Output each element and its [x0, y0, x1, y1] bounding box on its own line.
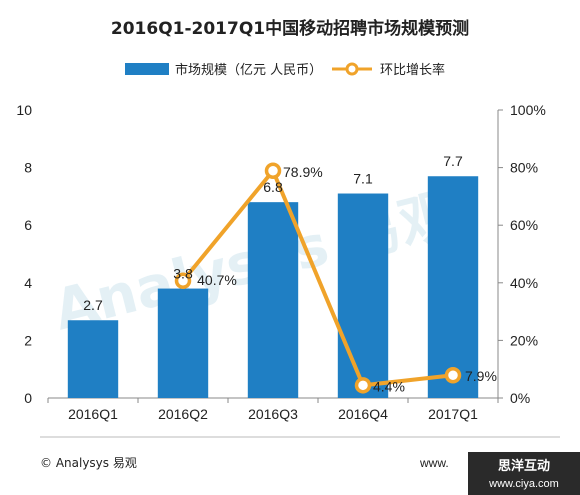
bar — [427, 176, 479, 398]
corner-watermark: 思洋互动 www.ciya.com — [468, 452, 580, 495]
bars — [67, 176, 479, 398]
line-series — [174, 162, 462, 394]
growth-point — [264, 162, 282, 180]
growth-value-label: 4.4% — [373, 378, 405, 394]
growth-value-label: 7.9% — [465, 368, 497, 384]
y-left-tick-label: 8 — [24, 160, 32, 176]
y-right-tick-label: 0% — [510, 390, 530, 406]
chart-title: 2016Q1-2017Q1中国移动招聘市场规模预测 — [111, 18, 469, 39]
footer-source: © Analysys 易观 — [40, 456, 137, 470]
legend-bar-label: 市场规模（亿元 人民币） — [175, 62, 322, 78]
y-right-tick-label: 40% — [510, 275, 538, 291]
y-right-tick-label: 80% — [510, 160, 538, 176]
corner-watermark-bg — [468, 452, 580, 495]
bar — [67, 320, 119, 398]
bar-value-label: 6.8 — [263, 179, 283, 195]
bar — [157, 288, 209, 398]
corner-watermark-url: www.ciya.com — [488, 478, 559, 490]
growth-point — [354, 377, 372, 394]
legend-bar-swatch — [125, 63, 169, 75]
y-right-tick-label: 20% — [510, 332, 538, 348]
legend-line-marker — [345, 62, 359, 76]
bar-value-label: 7.7 — [443, 153, 463, 169]
bar-value-label: 2.7 — [83, 297, 103, 313]
footer-url: www. — [419, 456, 449, 470]
y-left-tick-label: 10 — [16, 102, 32, 118]
y-left-tick-label: 0 — [24, 390, 32, 406]
growth-line — [181, 168, 454, 388]
x-tick-label: 2017Q1 — [428, 406, 478, 422]
x-tick-label: 2016Q4 — [338, 406, 388, 422]
x-tick-label: 2016Q1 — [68, 406, 118, 422]
bar-value-label: 3.8 — [173, 266, 193, 282]
x-tick-label: 2016Q3 — [248, 406, 298, 422]
y-left-tick-label: 6 — [24, 217, 32, 233]
legend: 市场规模（亿元 人民币） 环比增长率 — [125, 62, 445, 78]
bar — [247, 202, 299, 398]
growth-point — [444, 366, 462, 384]
y-right-tick-label: 60% — [510, 217, 538, 233]
x-tick-label: 2016Q2 — [158, 406, 208, 422]
bar-value-label: 7.1 — [353, 171, 373, 187]
growth-value-label: 78.9% — [283, 164, 323, 180]
bar — [337, 193, 389, 398]
y-right-tick-label: 100% — [510, 102, 546, 118]
legend-line-label: 环比增长率 — [380, 62, 445, 78]
y-left-tick-label: 2 — [24, 332, 32, 348]
data-labels: 2.7 3.8 6.8 7.1 7.7 40.7% 78.9% 4.4% 7.9% — [83, 153, 497, 394]
growth-point — [174, 272, 192, 290]
y-left-tick-label: 4 — [24, 275, 32, 291]
growth-value-label: 40.7% — [197, 272, 237, 288]
corner-watermark-cn: 思洋互动 — [498, 458, 550, 474]
